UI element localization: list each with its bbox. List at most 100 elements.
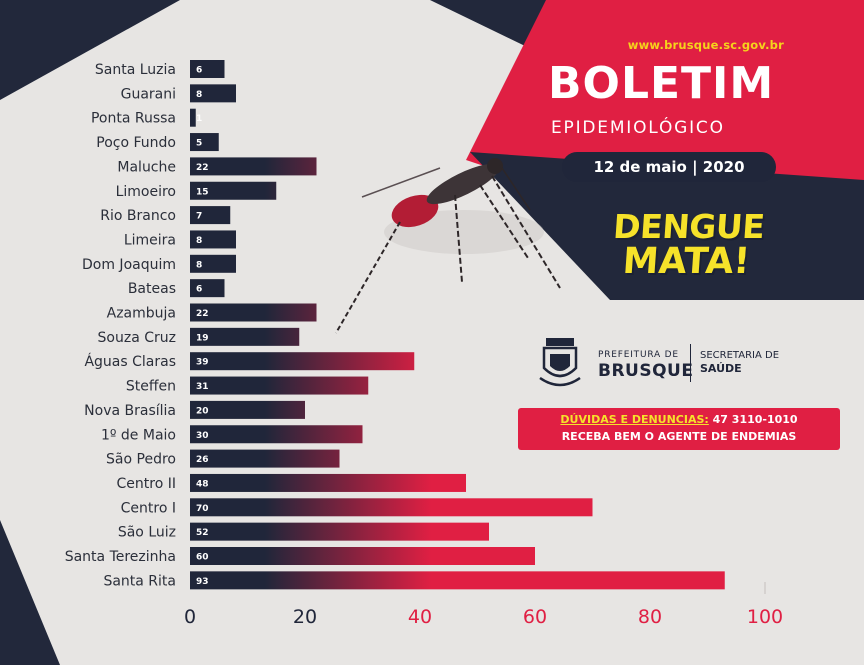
bar-value-label: 8 <box>196 90 202 100</box>
category-label: Nova Brasília <box>84 403 176 419</box>
bar-value-label: 20 <box>196 406 209 416</box>
prefeitura-label: PREFEITURA DE <box>598 350 679 360</box>
bar <box>190 84 236 103</box>
mosquito-head <box>487 158 503 174</box>
category-label: São Luiz <box>118 525 176 541</box>
bar-value-label: 31 <box>196 382 209 392</box>
contact-phone[interactable]: 47 3110-1010 <box>712 413 798 426</box>
secretaria-label: SECRETARIA DE <box>700 350 780 361</box>
bar-value-label: 8 <box>196 236 202 246</box>
category-label: Souza Cruz <box>98 330 176 346</box>
category-label: Guarani <box>121 86 176 102</box>
bar-value-label: 93 <box>196 577 209 587</box>
x-tick-label: 0 <box>184 606 196 628</box>
bar-value-label: 22 <box>196 163 209 173</box>
category-label: Limeira <box>124 232 176 248</box>
category-label: Steffen <box>126 379 176 395</box>
bar <box>190 425 363 444</box>
bar-value-label: 6 <box>196 66 202 76</box>
category-label: Santa Luzia <box>95 62 176 78</box>
bar <box>190 547 535 565</box>
logo-divider <box>690 344 691 382</box>
secretaria-name: SAÚDE <box>700 362 742 375</box>
category-labels: Santa Luzia Guarani Ponta Russa Poço Fundo M… <box>65 62 176 589</box>
mosquito-leg-1 <box>454 194 463 283</box>
category-label: São Pedro <box>106 452 176 468</box>
mosquito-thorax <box>426 163 500 205</box>
mosquito-leg-2 <box>479 184 529 259</box>
bar <box>190 206 231 225</box>
mosquito-icon <box>335 158 561 334</box>
x-axis-tick-labels: 0 20 40 60 80 100 <box>184 606 783 628</box>
bar <box>190 303 317 322</box>
contact-question: DÚVIDAS E DENUNCIAS: <box>560 413 709 426</box>
bar-value-label: 1 <box>196 114 202 124</box>
bar-value-label: 48 <box>196 479 209 489</box>
category-label: Poço Fundo <box>96 135 176 151</box>
bulletin-subtitle: EPIDEMIOLÓGICO <box>551 118 725 138</box>
bar <box>190 60 225 78</box>
category-label: Bateas <box>128 281 176 297</box>
bar-value-label: 22 <box>196 309 209 319</box>
bar <box>190 400 305 419</box>
bar-group <box>190 60 725 590</box>
category-label: Azambuja <box>107 306 176 322</box>
category-label: Centro I <box>121 500 176 516</box>
contact-message: RECEBA BEM O AGENTE DE ENDEMIAS <box>561 430 797 443</box>
website-url[interactable]: www.brusque.sc.gov.br <box>627 38 784 52</box>
bar <box>190 279 225 298</box>
bar <box>190 571 725 590</box>
category-label: 1º de Maio <box>101 427 176 443</box>
x-tick-label: 60 <box>523 606 547 628</box>
bar-value-label: 7 <box>196 212 202 222</box>
bar <box>190 108 196 127</box>
bar <box>190 230 236 249</box>
bar-value-label: 39 <box>196 358 209 368</box>
bar-value-label: 8 <box>196 260 202 270</box>
bulletin-date: 12 de maio | 2020 <box>562 152 776 182</box>
contact-row-1: DÚVIDAS E DENUNCIAS: 47 3110-1010 <box>518 413 840 426</box>
red-banner-shape <box>466 0 864 190</box>
mosquito-abdomen <box>391 194 439 228</box>
category-label: Águas Claras <box>84 353 176 370</box>
navy-banner-shape <box>470 152 864 300</box>
bar <box>190 133 219 152</box>
x-tick-label: 100 <box>747 606 783 628</box>
city-coat-of-arms-icon <box>539 338 581 387</box>
category-label: Maluche <box>117 159 176 175</box>
category-label: Ponta Russa <box>91 111 176 127</box>
mosquito-wing <box>361 167 441 198</box>
bar <box>190 254 236 273</box>
bar <box>190 473 466 492</box>
category-label: Centro II <box>117 476 176 492</box>
corner-shape-bottom-left <box>0 520 60 665</box>
slogan: DENGUE MATA! <box>610 207 766 282</box>
x-tick-label: 80 <box>638 606 662 628</box>
category-label: Dom Joaquim <box>82 257 176 273</box>
bar <box>190 352 415 371</box>
bar <box>190 376 369 395</box>
corner-shape-top-left <box>0 0 180 100</box>
bar-value-label: 5 <box>196 139 202 149</box>
bar <box>190 498 593 517</box>
mosquito-leg-3 <box>491 175 561 289</box>
slogan-line-1: DENGUE <box>611 207 766 246</box>
bar <box>190 327 300 346</box>
bar <box>190 181 277 200</box>
category-label: Santa Rita <box>103 573 176 589</box>
x-tick-label: 40 <box>408 606 432 628</box>
bulletin-title: BOLETIM <box>548 58 775 109</box>
bar-value-label: 19 <box>196 333 209 343</box>
category-label: Rio Branco <box>100 208 176 224</box>
bar-value-label: 60 <box>196 553 209 563</box>
bar-value-label: 52 <box>196 528 209 538</box>
bar <box>190 449 340 468</box>
bar <box>190 522 489 541</box>
bar-value-label: 70 <box>196 504 209 514</box>
contact-banner: DÚVIDAS E DENUNCIAS: 47 3110-1010 RECEBA… <box>518 408 840 450</box>
category-label: Limoeiro <box>116 184 176 200</box>
city-name: BRUSQUE <box>598 361 694 381</box>
